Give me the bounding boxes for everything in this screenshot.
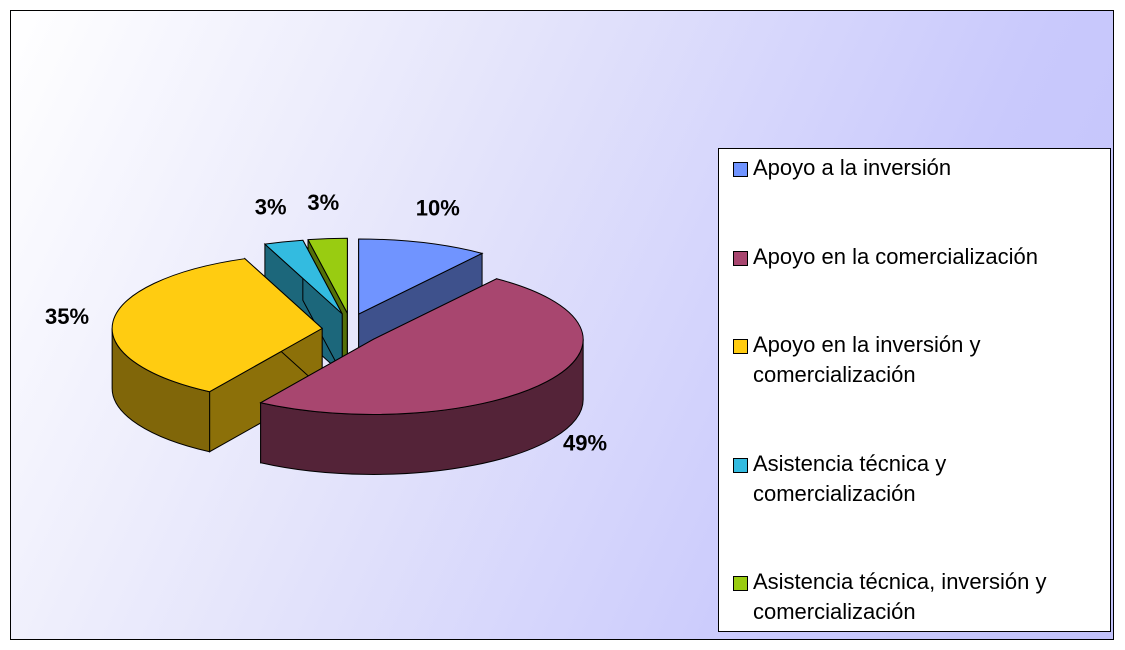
legend-swatch	[733, 162, 748, 177]
data-label: 3%	[255, 195, 287, 220]
legend-swatch	[733, 457, 748, 473]
slice	[259, 278, 584, 415]
legend-entry: Asistencia técnica y comercialización	[733, 449, 1063, 509]
data-label: 35%	[45, 304, 89, 329]
legend-label: Asistencia técnica y comercialización	[753, 450, 947, 506]
data-label: 10%	[416, 196, 460, 221]
legend-entry: Apoyo en la comercialización	[733, 242, 1063, 272]
legend: Apoyo a la inversión Apoyo en la comercia…	[718, 148, 1111, 632]
data-label: 49%	[563, 431, 607, 456]
legend-entry: Apoyo en la inversión y comercialización	[733, 330, 1063, 390]
legend-entry: Asistencia técnica, inversión y comercia…	[733, 567, 1063, 627]
legend-swatch	[733, 339, 748, 354]
legend-swatch	[733, 250, 748, 266]
legend-label: Apoyo en la comercialización	[753, 243, 1038, 269]
legend-label: Apoyo en la inversión y comercialización	[753, 332, 981, 387]
legend-label: Asistencia técnica, inversión y comercia…	[753, 569, 1047, 624]
slice	[307, 237, 348, 314]
data-label: 3%	[307, 190, 339, 215]
legend-swatch	[733, 576, 748, 591]
slice	[358, 238, 484, 315]
slice	[111, 258, 323, 393]
legend-label: Apoyo a la inversión	[753, 155, 952, 180]
legend-entry: Apoyo a la inversión	[733, 153, 1063, 183]
slice	[263, 239, 343, 315]
